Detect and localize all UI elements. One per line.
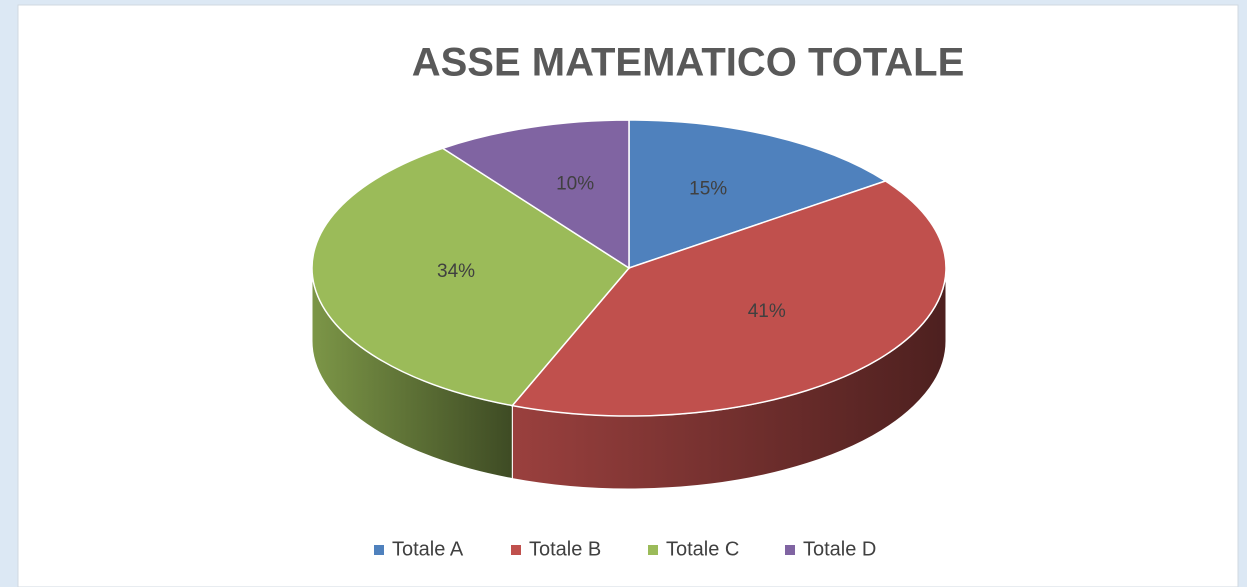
chart-title: ASSE MATEMATICO TOTALE [412, 41, 965, 85]
legend-label: Totale B [529, 538, 601, 560]
legend-label: Totale C [666, 538, 739, 560]
data-label: 41% [748, 301, 786, 322]
legend-label: Totale D [803, 538, 876, 560]
pie-slice [311, 147, 631, 407]
legend-marker [648, 545, 658, 555]
legend-marker [785, 545, 795, 555]
pie-slice [440, 119, 630, 270]
data-label: 15% [689, 178, 727, 199]
data-label: 10% [556, 174, 594, 195]
pie-slice [628, 119, 888, 270]
pie-slice [510, 180, 947, 417]
legend-marker [374, 545, 384, 555]
legend-marker [511, 545, 521, 555]
data-label: 34% [437, 261, 475, 282]
legend-label: Totale A [392, 538, 464, 560]
